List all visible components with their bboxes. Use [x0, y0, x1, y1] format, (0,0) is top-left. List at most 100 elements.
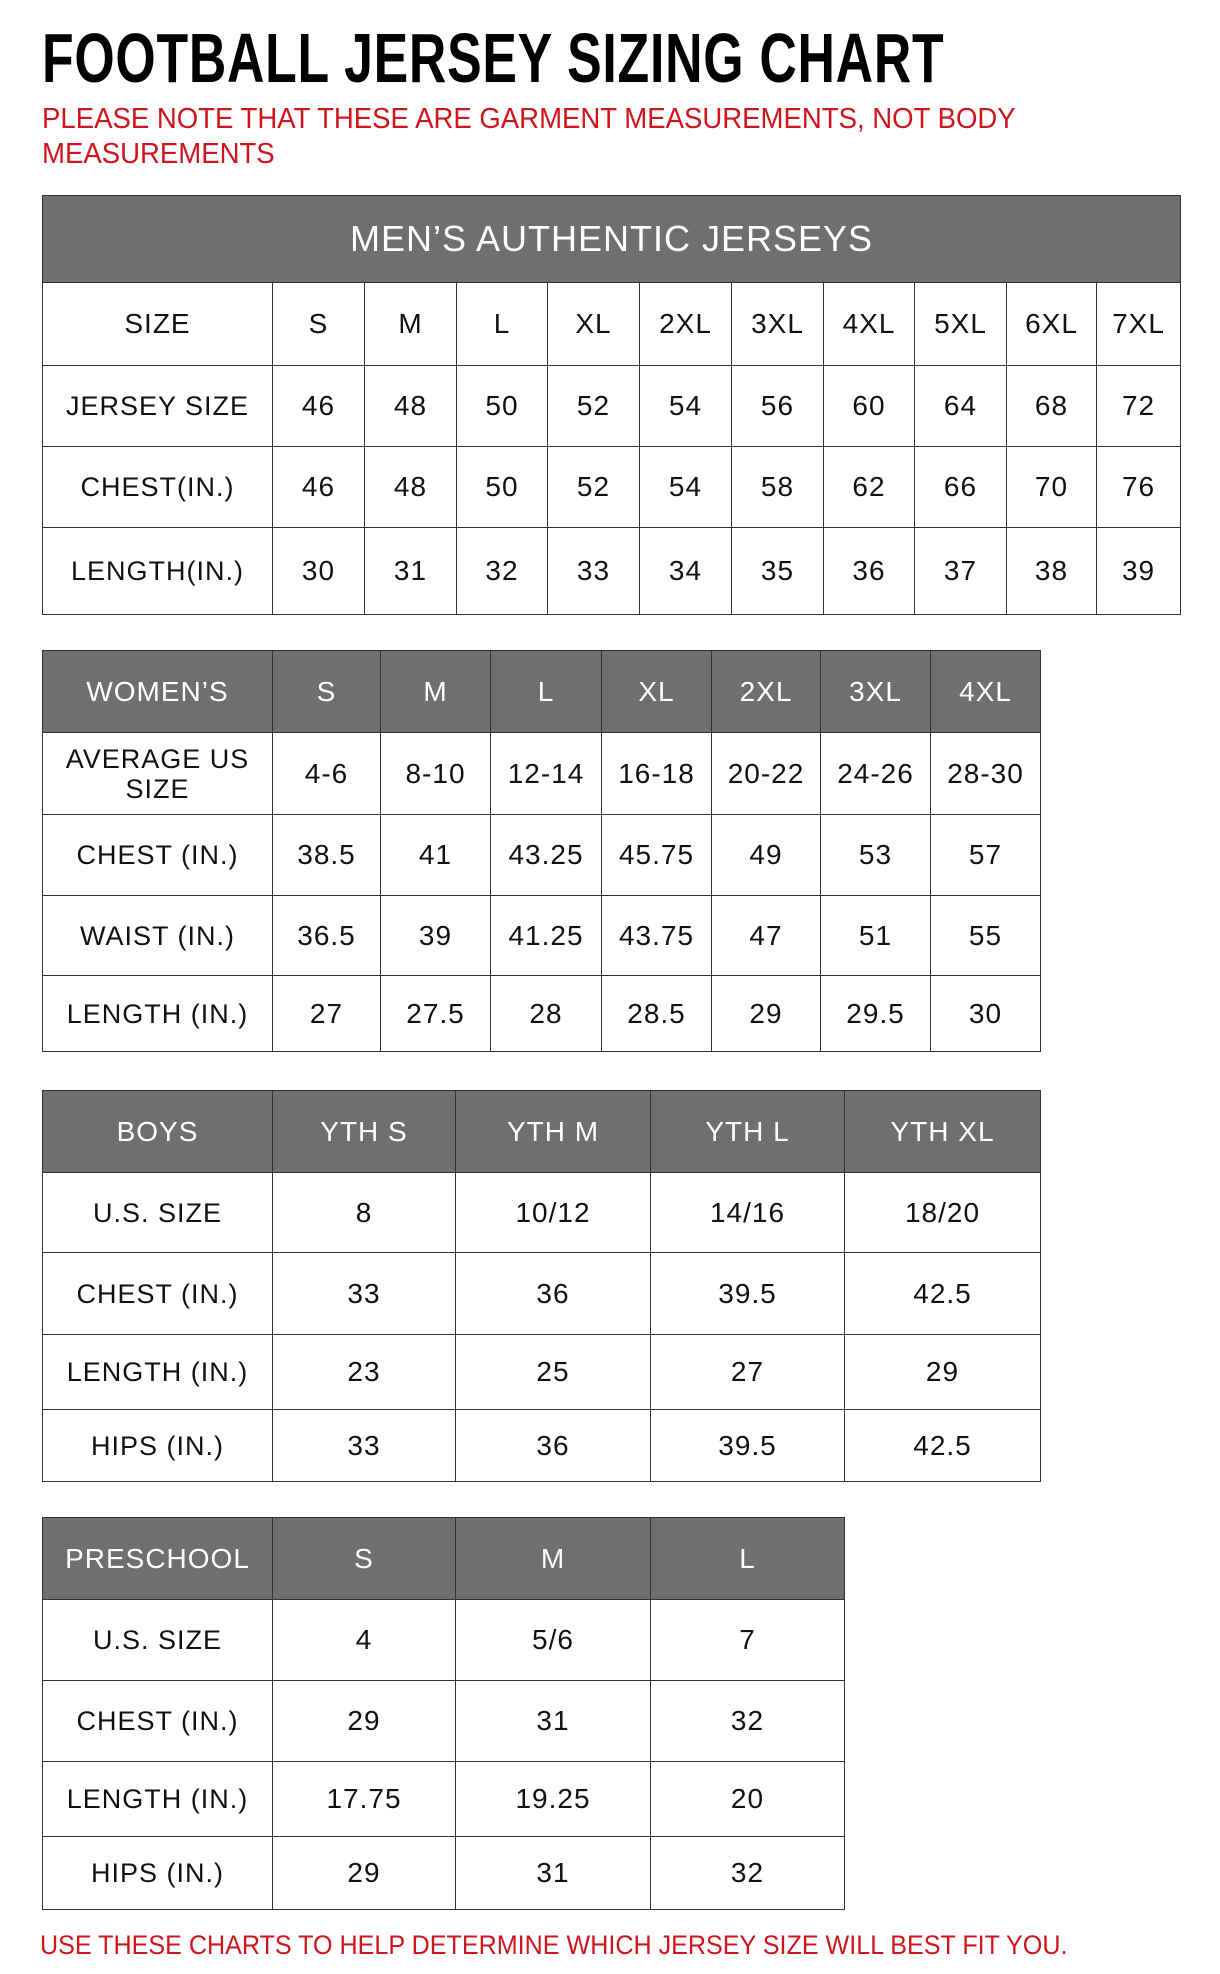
row-label: CHEST (IN.): [42, 1252, 273, 1335]
size-header: S: [272, 282, 365, 366]
measurement-cell: 50: [456, 365, 548, 447]
boys-table: BOYS YTH S YTH M YTH L YTH XL U.S. SIZE 8 10/12…: [42, 1090, 1041, 1482]
mens-banner: MEN’S AUTHENTIC JERSEYS: [41, 195, 1182, 283]
measurement-cell: 32: [456, 527, 548, 615]
measurement-cell: 34: [639, 527, 732, 615]
measurement-cell: 41: [380, 814, 491, 896]
measurement-cell: 36: [823, 527, 915, 615]
measurement-cell: 8: [272, 1172, 456, 1253]
size-header: M: [455, 1517, 651, 1600]
size-header: L: [490, 650, 602, 733]
size-header: YTH XL: [844, 1090, 1041, 1173]
measurement-cell: 37: [914, 527, 1007, 615]
size-header: XL: [601, 650, 712, 733]
measurement-cell: 50: [456, 446, 548, 528]
measurement-cell: 41.25: [490, 895, 602, 976]
row-label: CHEST(IN.): [42, 446, 273, 528]
measurement-cell: 29.5: [820, 975, 931, 1052]
table-row: LENGTH (IN.) 27 27.5 28 28.5 29 29.5 30: [42, 975, 1041, 1052]
row-label: LENGTH(IN.): [42, 527, 273, 615]
measurement-cell: 28-30: [930, 732, 1041, 815]
measurement-cell: 60: [823, 365, 915, 447]
measurement-cell: 68: [1006, 365, 1097, 447]
measurement-cell: 38.5: [272, 814, 381, 896]
measurement-cell: 35: [731, 527, 824, 615]
row-label: HIPS (IN.): [42, 1409, 273, 1482]
table-row: AVERAGE US SIZE 4-6 8-10 12-14 16-18 20-22 24-…: [42, 732, 1041, 815]
measurement-cell: 39: [1095, 527, 1182, 615]
measurement-cell: 57: [930, 814, 1041, 896]
measurement-cell: 52: [547, 365, 640, 447]
preschool-table: PRESCHOOL S M L U.S. SIZE 4 5/6 7 CHEST (IN.) 29 3…: [42, 1517, 845, 1910]
measurement-cell: 48: [364, 365, 457, 447]
measurement-cell: 28: [490, 975, 602, 1052]
measurement-cell: 49: [711, 814, 821, 896]
measurement-cell: 27: [272, 975, 381, 1052]
measurement-cell: 64: [914, 365, 1007, 447]
row-label: LENGTH (IN.): [42, 1334, 273, 1410]
size-header: 2XL: [639, 282, 732, 366]
measurement-cell: 36: [455, 1252, 651, 1335]
size-header: YTH L: [650, 1090, 845, 1173]
table-row: CHEST(IN.) 46 48 50 52 54 58 62 66 70 76: [42, 446, 1182, 528]
measurement-cell: 42.5: [844, 1252, 1041, 1335]
size-header: 5XL: [914, 282, 1007, 366]
table-row: LENGTH (IN.) 23 25 27 29: [42, 1334, 1041, 1410]
measurement-cell: 72: [1095, 365, 1182, 447]
measurement-cell: 32: [650, 1836, 845, 1910]
measurement-cell: 29: [844, 1334, 1041, 1410]
measurement-cell: 24-26: [820, 732, 931, 815]
header-row: PRESCHOOL S M L: [42, 1517, 845, 1600]
measurement-cell: 39: [380, 895, 491, 976]
header-row: BOYS YTH S YTH M YTH L YTH XL: [42, 1090, 1041, 1173]
table-row: CHEST (IN.) 33 36 39.5 42.5: [42, 1252, 1041, 1335]
header-row: SIZE S M L XL 2XL 3XL 4XL 5XL 6XL 7XL: [42, 282, 1182, 366]
measurement-cell: 20: [650, 1761, 845, 1837]
size-header: 7XL: [1095, 282, 1182, 366]
row-label: U.S. SIZE: [42, 1172, 273, 1253]
table-row: WAIST (IN.) 36.5 39 41.25 43.75 47 51 55: [42, 895, 1041, 976]
measurement-cell: 31: [455, 1680, 651, 1762]
size-header: 4XL: [823, 282, 915, 366]
measurement-cell: 30: [930, 975, 1041, 1052]
measurement-cell: 46: [272, 446, 365, 528]
measurement-cell: 54: [639, 365, 732, 447]
table-row: HIPS (IN.) 29 31 32: [42, 1836, 845, 1910]
size-header: YTH M: [455, 1090, 651, 1173]
measurement-cell: 18/20: [844, 1172, 1041, 1253]
measurement-cell: 76: [1095, 446, 1182, 528]
measurement-cell: 33: [272, 1252, 456, 1335]
size-header: 3XL: [820, 650, 931, 733]
table-row: LENGTH(IN.) 30 31 32 33 34 35 36 37 38 39: [42, 527, 1182, 615]
measurement-cell: 45.75: [601, 814, 712, 896]
measurement-cell: 27: [650, 1334, 845, 1410]
size-header: S: [272, 650, 381, 733]
measurement-cell: 36.5: [272, 895, 381, 976]
measurement-cell: 43.75: [601, 895, 712, 976]
size-header: 6XL: [1006, 282, 1097, 366]
measurement-cell: 51: [820, 895, 931, 976]
measurement-cell: 16-18: [601, 732, 712, 815]
measurement-cell: 14/16: [650, 1172, 845, 1253]
measurement-cell: 52: [547, 446, 640, 528]
measurement-cell: 47: [711, 895, 821, 976]
size-header: XL: [547, 282, 640, 366]
row-label-header: SIZE: [42, 282, 273, 366]
measurement-cell: 20-22: [711, 732, 821, 815]
measurement-cell: 66: [914, 446, 1007, 528]
measurement-cell: 39.5: [650, 1409, 845, 1482]
table-row: LENGTH (IN.) 17.75 19.25 20: [42, 1761, 845, 1837]
measurement-cell: 31: [364, 527, 457, 615]
measurement-cell: 28.5: [601, 975, 712, 1052]
table-row: U.S. SIZE 4 5/6 7: [42, 1599, 845, 1681]
garment-measurement-note: PLEASE NOTE THAT THESE ARE GARMENT MEASU…: [42, 103, 1016, 170]
row-label: LENGTH (IN.): [42, 975, 273, 1052]
measurement-cell: 8-10: [380, 732, 491, 815]
row-label-header: BOYS: [42, 1090, 273, 1173]
measurement-cell: 7: [650, 1599, 845, 1681]
measurement-cell: 19.25: [455, 1761, 651, 1837]
measurement-cell: 32: [650, 1680, 845, 1762]
measurement-cell: 42.5: [844, 1409, 1041, 1482]
measurement-cell: 25: [455, 1334, 651, 1410]
measurement-cell: 27.5: [380, 975, 491, 1052]
